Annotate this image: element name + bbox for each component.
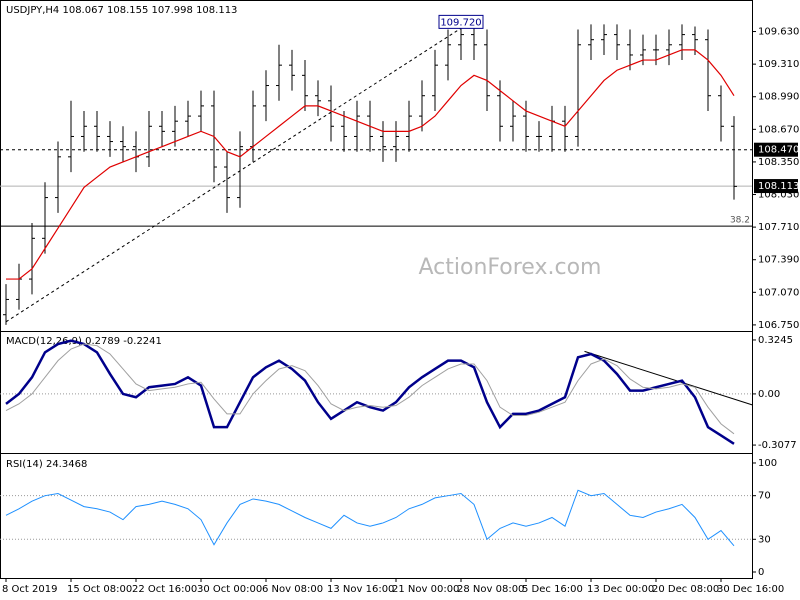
y-tick-label: 107.070 xyxy=(758,287,799,298)
x-tick-label: 30 Oct 00:00 xyxy=(197,584,262,595)
y-tick-label: 109.310 xyxy=(758,59,799,70)
level-label: 108.113 xyxy=(758,181,799,192)
level-label: 38.2 xyxy=(730,216,750,226)
y-tick-label: 108.670 xyxy=(758,124,799,135)
y-tick-label: 107.390 xyxy=(758,255,799,266)
level-box xyxy=(754,142,798,157)
plot-frame xyxy=(0,0,753,579)
x-tick-label: 6 Nov 08:00 xyxy=(262,584,323,595)
y-tick-label: 106.750 xyxy=(758,320,799,331)
x-tick-label: 30 Dec 16:00 xyxy=(717,584,784,595)
pane-title: RSI(14) 24.3468 xyxy=(6,459,87,470)
y-tick-label: 107.710 xyxy=(758,222,799,233)
indicator-line xyxy=(5,489,735,547)
watermark: ActionForex.com xyxy=(419,255,602,280)
level-label: 108.470 xyxy=(758,145,799,156)
moving-average xyxy=(6,49,735,280)
x-tick-label: 21 Nov 00:00 xyxy=(392,584,459,595)
x-tick-label: 22 Oct 16:00 xyxy=(132,584,197,595)
x-tick-label: 20 Dec 08:00 xyxy=(652,584,719,595)
x-tick-label: 5 Dec 16:00 xyxy=(522,584,583,595)
y-tick-label: 108.030 xyxy=(758,190,799,201)
x-tick-label: 13 Dec 00:00 xyxy=(587,584,654,595)
y-tick-label: 0.3245 xyxy=(758,335,793,346)
x-tick-label: 13 Nov 16:00 xyxy=(327,584,394,595)
trendline xyxy=(5,21,471,323)
y-tick-label: 70 xyxy=(758,491,771,502)
pane-title: USDJPY,H4 108.067 108.155 107.998 108.11… xyxy=(6,5,237,16)
level-box xyxy=(754,179,798,194)
x-tick-label: 28 Nov 08:00 xyxy=(457,584,524,595)
trendline xyxy=(584,350,753,406)
y-tick-label: -0.3077 xyxy=(758,440,797,451)
x-tick-label: 8 Oct 2019 xyxy=(2,584,57,595)
y-tick-label: 109.630 xyxy=(758,27,799,38)
peak-label: 109.720 xyxy=(440,17,481,28)
x-tick-label: 15 Oct 08:00 xyxy=(67,584,132,595)
indicator-line xyxy=(5,339,735,445)
y-tick-label: 30 xyxy=(758,534,771,545)
pane-title: MACD(12,26,9) 0.2789 -0.2241 xyxy=(6,336,162,347)
indicator-line xyxy=(5,343,735,435)
y-tick-label: 108.350 xyxy=(758,157,799,168)
y-tick-label: 108.990 xyxy=(758,92,799,103)
y-tick-label: 0.00 xyxy=(758,389,780,400)
y-tick-label: 0 xyxy=(758,567,764,578)
y-tick-label: 100 xyxy=(758,458,777,469)
peak-box xyxy=(438,14,484,29)
